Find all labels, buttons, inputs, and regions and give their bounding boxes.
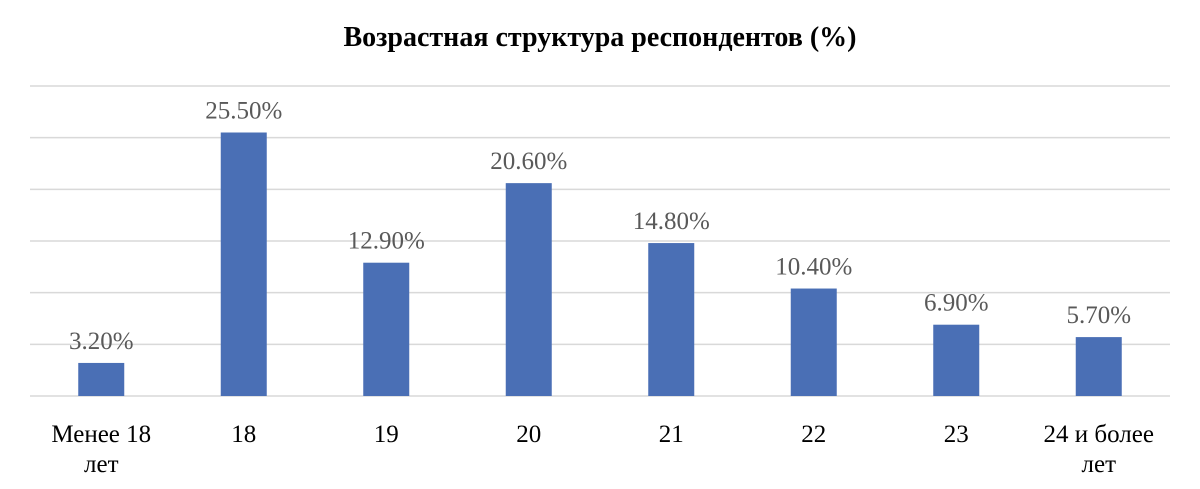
bar: [220, 132, 267, 396]
data-label: 14.80%: [633, 208, 710, 235]
x-tick-label-line: 23: [944, 421, 969, 448]
x-tick-label-line: 18: [231, 421, 256, 448]
bar: [78, 362, 125, 396]
x-tick-label: 20: [516, 421, 541, 448]
bar: [505, 183, 552, 396]
data-labels: 3.20% 25.50% 12.90% 20.60% 14.80% 10.40% 6.90%…: [69, 98, 1131, 355]
data-label: 20.60%: [490, 148, 567, 175]
x-tick-label: 23: [944, 421, 969, 448]
x-tick-label-line: лет: [1082, 451, 1117, 478]
bar: [790, 288, 837, 396]
x-tick-label: 19: [374, 421, 399, 448]
data-label: 25.50%: [205, 98, 282, 125]
x-axis-tick-labels: Менее 18 лет 18 19 20 21 22 23 24 и более лет: [51, 421, 1154, 478]
data-label: 3.20%: [69, 328, 134, 355]
data-label: 12.90%: [348, 228, 425, 255]
x-tick-label-line: 20: [516, 421, 541, 448]
data-label: 6.90%: [924, 290, 989, 317]
data-label: 5.70%: [1066, 302, 1131, 329]
x-tick-label-line: 22: [801, 421, 826, 448]
chart-title: Возрастная структура респондентов (%): [343, 22, 857, 53]
x-tick-label-line: 24 и более: [1044, 421, 1154, 448]
x-tick-label-line: лет: [84, 451, 119, 478]
bar: [1075, 337, 1122, 396]
x-tick-label: 22: [801, 421, 826, 448]
data-label: 10.40%: [775, 254, 852, 281]
x-tick-label: Менее 18 лет: [51, 421, 151, 478]
x-tick-label-line: 21: [659, 421, 684, 448]
bars: [78, 132, 1122, 396]
x-tick-label: 21: [659, 421, 684, 448]
bar: [363, 262, 410, 396]
x-tick-label-line: 19: [374, 421, 399, 448]
x-tick-label: 24 и более лет: [1044, 421, 1154, 478]
bar: [933, 324, 980, 396]
x-tick-label-line: Менее 18: [51, 421, 151, 448]
gridlines: [30, 85, 1170, 397]
bar: [648, 243, 695, 396]
x-tick-label: 18: [231, 421, 256, 448]
